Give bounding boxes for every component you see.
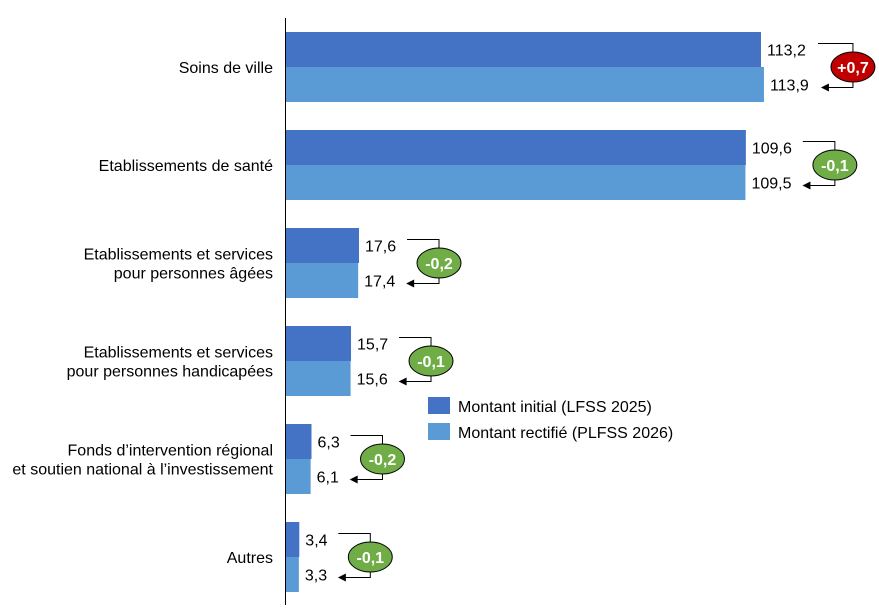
arrow-left-icon [398,377,407,386]
value-label-initial: 17,6 [365,239,396,256]
value-label-initial: 6,3 [317,435,339,452]
bar-initial [285,522,300,557]
bar-rectified [285,361,351,396]
bar-initial [285,228,360,263]
bar-initial [285,130,746,165]
legend-swatch-initial [428,397,450,414]
delta-badge [347,541,393,573]
arrow-left-icon [349,475,358,484]
delta-label: -0,1 [821,158,849,175]
delta-badge [408,345,454,377]
value-label-rectified: 113,9 [770,78,809,95]
category-label: Etablissements de santé [99,158,273,175]
value-label-rectified: 6,1 [317,470,339,487]
value-label-rectified: 109,5 [751,176,791,193]
category-label: Autres [227,550,273,567]
category-label: et soutien national à l’investissement [12,462,273,479]
delta-label: -0,1 [417,354,445,371]
delta-badge [359,443,405,475]
bar-initial [285,424,312,459]
value-label-initial: 3,4 [305,533,327,550]
category-label: Etablissements et services [84,345,273,362]
category-label: pour personnes handicapées [67,364,273,381]
legend: Montant initial (LFSS 2025) Montant rect… [428,397,673,442]
category-label: pour personnes âgées [114,266,273,283]
delta-badge [830,51,876,83]
arrow-left-icon [820,83,829,92]
category-label: Fonds d’intervention régional [68,443,273,460]
bar-rectified [285,67,764,102]
value-label-rectified: 3,3 [305,568,327,585]
legend-swatch-rectified [428,423,450,440]
bar-rectified [285,263,359,298]
value-label-initial: 113,2 [767,43,806,60]
value-label-initial: 15,7 [357,337,388,354]
delta-label: -0,2 [369,452,397,469]
bar-initial [285,326,352,361]
delta-badge [416,247,462,279]
bar-rectified [285,165,746,200]
value-label-initial: 109,6 [752,141,792,158]
arrow-left-icon [337,573,346,582]
legend-label-initial: Montant initial (LFSS 2025) [458,399,652,416]
arrow-left-icon [406,279,415,288]
bar-rectified [285,459,311,494]
delta-badge [812,149,858,181]
value-label-rectified: 15,6 [357,372,388,389]
category-label: Etablissements et services [84,247,273,264]
delta-label: -0,1 [357,550,385,567]
bar-rectified [285,557,299,592]
delta-label: +0,7 [837,60,869,77]
delta-label: -0,2 [425,256,453,273]
category-label: Soins de ville [179,60,273,77]
bar-initial [285,32,762,67]
arrow-left-icon [802,181,811,190]
value-label-rectified: 17,4 [364,274,395,291]
legend-label-rectified: Montant rectifié (PLFSS 2026) [458,425,673,442]
